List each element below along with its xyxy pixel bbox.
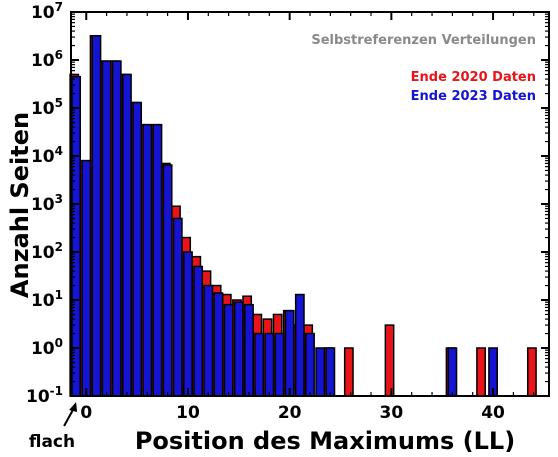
chart-title: Selbstreferenzen Verteilungen bbox=[311, 33, 536, 48]
bar-2023-x16 bbox=[244, 303, 254, 397]
bar-2023-x12 bbox=[203, 284, 214, 397]
bar-2023-x5 bbox=[132, 101, 143, 397]
bar-2023-x4 bbox=[122, 73, 132, 397]
bar-2023-x36 bbox=[447, 347, 458, 397]
bar-2023-x1 bbox=[91, 35, 102, 397]
flach-arrow bbox=[63, 402, 78, 427]
bar-2023-x22 bbox=[305, 332, 315, 397]
y-tick-label: 107 bbox=[31, 0, 63, 23]
bar-2023-x9 bbox=[172, 217, 183, 397]
bar-2023-x18 bbox=[264, 332, 275, 397]
bar-2023-x0 bbox=[81, 159, 92, 397]
legend-entry-2020: Ende 2020 Daten bbox=[411, 70, 536, 85]
y-tick-label: 10-1 bbox=[26, 384, 63, 407]
bar-2023-x11 bbox=[193, 265, 204, 397]
x-tick-label: 40 bbox=[481, 403, 505, 423]
y-tick-label: 101 bbox=[31, 288, 63, 311]
bar-2023-x13 bbox=[213, 292, 224, 397]
bar-2023-x7 bbox=[152, 123, 163, 397]
bar-2023-x19 bbox=[274, 332, 285, 397]
legend-entry-2023: Ende 2023 Daten bbox=[411, 89, 536, 104]
bar-2020-x26 bbox=[343, 347, 354, 397]
bar-2020-x30 bbox=[384, 324, 395, 397]
x-tick-label: 10 bbox=[176, 403, 200, 423]
bar-2023-x23 bbox=[315, 347, 326, 397]
bar-2023-x6 bbox=[142, 123, 153, 397]
bar-2023-x17 bbox=[254, 332, 265, 397]
y-tick-label: 106 bbox=[31, 48, 63, 71]
bar-2023-x24 bbox=[325, 347, 336, 397]
bar-2023-x10 bbox=[183, 251, 193, 397]
flach-annotation: flach bbox=[29, 432, 75, 452]
bar-2023-x21 bbox=[294, 293, 305, 397]
y-tick-label: 102 bbox=[31, 240, 63, 263]
bar-2023-x14 bbox=[223, 303, 234, 397]
axes-layer: 10-1 100 101 102 103 104 105 106 107 0 10 20 30 40 bbox=[26, 0, 550, 423]
y-tick-label: 104 bbox=[31, 144, 63, 167]
y-tick-label: 105 bbox=[31, 96, 63, 119]
bar-2023-x8 bbox=[162, 164, 173, 397]
y-tick-label: 100 bbox=[31, 336, 63, 359]
y-axis-title: Anzahl Seiten bbox=[6, 112, 34, 298]
x-tick-label: 20 bbox=[278, 403, 302, 423]
bar-2020-x44 bbox=[526, 347, 537, 397]
x-tick-label: 30 bbox=[380, 403, 404, 423]
y-tick-label: 103 bbox=[31, 192, 63, 215]
x-axis-title: Position des Maximums (LL) bbox=[135, 427, 515, 455]
bar-2023-x2 bbox=[101, 60, 112, 397]
x-tick-label: 0 bbox=[80, 403, 92, 423]
bar-2023-x3 bbox=[111, 60, 122, 397]
bar-2023-x15 bbox=[233, 301, 244, 397]
bar-2023-x20 bbox=[284, 309, 295, 397]
bars-layer bbox=[69, 35, 537, 397]
bar-2020-x39 bbox=[476, 347, 486, 397]
